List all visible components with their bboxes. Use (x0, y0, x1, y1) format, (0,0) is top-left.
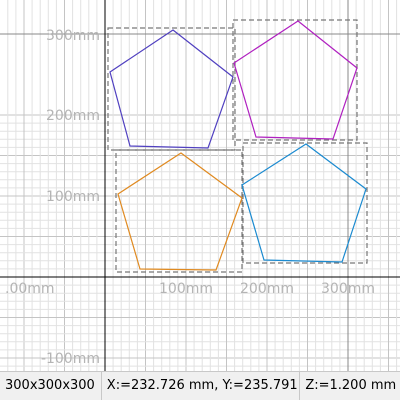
y-axis-label: -100mm (41, 351, 100, 367)
pentagon[interactable] (233, 20, 358, 140)
y-axis-label: 300mm (46, 28, 100, 44)
y-axis-label: 200mm (46, 108, 100, 124)
status-coordinates: X:=232.726 mm, Y:=235.791 m (102, 372, 301, 400)
selection-box (107, 27, 236, 151)
pentagon[interactable] (109, 29, 234, 149)
status-bar: 300x300x300 X:=232.726 mm, Y:=235.791 m … (0, 371, 400, 400)
status-size: 300x300x300 (0, 372, 102, 400)
pentagon[interactable] (117, 152, 243, 271)
canvas: 300mm 200mm 100mm -100mm .00mm 100mm 200… (0, 0, 400, 371)
selection-box (242, 142, 368, 264)
selection-box (115, 149, 243, 273)
x-axis-label: .00mm (5, 281, 55, 297)
y-axis-label: 100mm (46, 189, 100, 205)
x-axis-label: 300mm (321, 281, 375, 297)
selection-box (232, 19, 358, 141)
status-z: Z:=1.200 mm (305, 378, 397, 393)
x-axis-label: 200mm (240, 281, 294, 297)
pentagon[interactable] (241, 143, 367, 263)
x-axis-label: 100mm (159, 281, 213, 297)
